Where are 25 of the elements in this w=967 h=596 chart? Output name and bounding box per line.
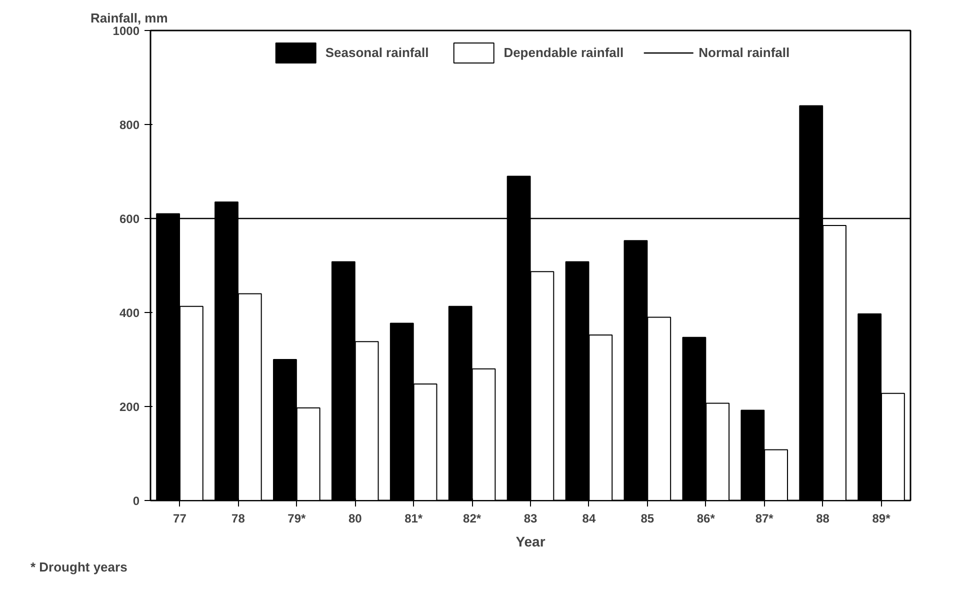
y-tick-label: 800: [119, 118, 140, 132]
y-tick-label: 1000: [112, 24, 140, 38]
legend-label: Dependable rainfall: [504, 45, 624, 60]
legend-label: Seasonal rainfall: [325, 45, 429, 60]
y-axis-title: Rainfall, mm: [90, 10, 168, 26]
x-tick-label: 81*: [404, 512, 423, 526]
text: * Drought years: [30, 560, 128, 574]
x-tick-label: 80: [348, 512, 362, 526]
legend-label: Normal rainfall: [698, 45, 790, 60]
x-tick-label: 86*: [696, 512, 716, 526]
y-tick-label: 600: [119, 212, 140, 226]
y-tick-label: 0: [132, 494, 140, 508]
x-tick-label: 83: [524, 512, 538, 526]
x-tick-label: 87*: [755, 512, 774, 526]
x-axis-title: Year: [516, 534, 546, 550]
y-tick-label: 200: [119, 400, 140, 414]
x-tick-label: 77: [173, 512, 187, 526]
x-tick-label: 89*: [872, 512, 891, 526]
x-tick-label: 82*: [463, 512, 482, 526]
x-tick-label: 88: [816, 512, 830, 526]
x-tick-label: 84: [582, 512, 596, 526]
x-tick-label: 78: [232, 512, 246, 526]
y-tick-label: 400: [119, 306, 140, 320]
x-tick-label: 79*: [288, 512, 306, 526]
x-tick-label: 85: [640, 512, 654, 526]
